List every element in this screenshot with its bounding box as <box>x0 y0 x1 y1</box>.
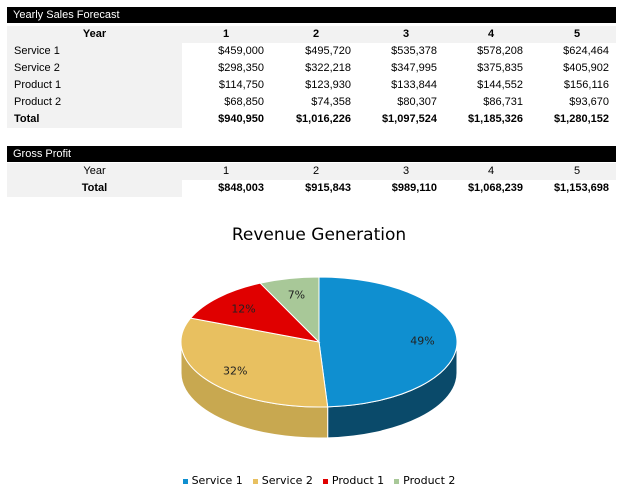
legend-item: Service 1 <box>182 474 243 487</box>
value-cell: $624,464 <box>563 45 609 57</box>
value-cell: $93,670 <box>569 96 609 108</box>
year-header: 2 <box>312 28 320 40</box>
value-cell: $86,731 <box>483 96 523 108</box>
value-cell: $578,208 <box>477 45 523 57</box>
value-cell: $459,000 <box>218 45 264 57</box>
year-header: 5 <box>573 28 581 40</box>
table-row: Service 1 $459,000 $495,720 $535,378 $578,20… <box>7 43 616 60</box>
legend-label: Service 1 <box>191 474 243 487</box>
gross-profit-header: Gross Profit <box>7 146 616 162</box>
legend-marker <box>322 478 328 484</box>
row-label: Product 2 <box>7 94 182 111</box>
year-header: 3 <box>402 165 410 177</box>
value-cell: $495,720 <box>305 45 351 57</box>
total-row: Total $940,950 $1,016,226 $1,097,524 $1,185,… <box>7 111 616 128</box>
row-label: Product 1 <box>7 77 182 94</box>
gross-year-row: Year 1 2 3 4 5 <box>7 163 616 180</box>
value-cell: $144,552 <box>477 79 523 91</box>
row-label: Total <box>7 180 182 197</box>
data-label: 49% <box>410 334 434 347</box>
year-header-row: Year 1 2 3 4 5 <box>7 26 616 43</box>
year-header: 1 <box>222 28 230 40</box>
sales-forecast-header: Yearly Sales Forecast <box>7 7 616 23</box>
year-header: 4 <box>487 165 495 177</box>
gross-total-row: Total $848,003 $915,843 $989,110 $1,068,239 $… <box>7 180 616 197</box>
value-cell: $915,843 <box>305 182 351 194</box>
value-cell: $1,280,152 <box>553 113 609 125</box>
value-cell: $322,218 <box>305 62 351 74</box>
value-cell: $133,844 <box>391 79 437 91</box>
data-label: 7% <box>288 288 305 301</box>
year-header: 3 <box>402 28 410 40</box>
table-row: Product 1 $114,750 $123,930 $133,844 $144,55… <box>7 77 616 94</box>
row-label: Service 2 <box>7 60 182 77</box>
year-header: 2 <box>312 165 320 177</box>
table-row: Product 2 $68,850 $74,358 $80,307 $86,731 $93… <box>7 94 616 111</box>
value-cell: $1,068,239 <box>467 182 523 194</box>
legend-label: Product 2 <box>403 474 456 487</box>
value-cell: $347,995 <box>391 62 437 74</box>
value-cell: $940,950 <box>218 113 264 125</box>
value-cell: $1,097,524 <box>381 113 437 125</box>
legend-marker <box>252 478 258 484</box>
legend-marker <box>394 478 400 484</box>
legend-label: Product 1 <box>331 474 385 487</box>
value-cell: $405,902 <box>563 62 609 74</box>
data-label: 12% <box>231 303 255 316</box>
pie-slice-service-1 <box>318 276 458 408</box>
value-cell: $1,153,698 <box>553 182 609 194</box>
pie-slice-product-1 <box>189 282 321 343</box>
chart-legend: Service 1 Service 2 Product 1 Product 2 <box>0 474 624 487</box>
value-cell: $123,930 <box>305 79 351 91</box>
value-cell: $156,116 <box>563 79 609 91</box>
value-cell: $1,016,226 <box>295 113 351 125</box>
value-cell: $535,378 <box>391 45 437 57</box>
value-cell: $80,307 <box>397 96 437 108</box>
value-cell: $68,850 <box>224 96 264 108</box>
chart-title: Revenue Generation <box>231 225 407 245</box>
row-label: Year <box>7 163 182 180</box>
year-header: 1 <box>222 165 230 177</box>
value-cell: $298,350 <box>218 62 264 74</box>
year-header: 5 <box>573 165 581 177</box>
row-label: Service 1 <box>7 43 182 60</box>
legend-item: Service 2 <box>252 474 313 487</box>
value-cell: $848,003 <box>218 182 264 194</box>
pie-slice-product-2 <box>259 276 320 344</box>
year-header: 4 <box>487 28 495 40</box>
table-row: Service 2 $298,350 $322,218 $347,995 $375,83… <box>7 60 616 77</box>
legend-label: Service 2 <box>261 474 313 487</box>
pie-slice-service-2 <box>180 317 329 408</box>
data-label: 32% <box>223 365 247 378</box>
value-cell: $114,750 <box>218 79 264 91</box>
row-label: Year <box>7 26 182 43</box>
value-cell: $74,358 <box>311 96 351 108</box>
legend-item: Product 2 <box>394 474 455 487</box>
legend-marker <box>182 478 188 484</box>
value-cell: $1,185,326 <box>467 113 523 125</box>
row-label: Total <box>7 111 182 128</box>
legend-item: Product 1 <box>322 474 385 487</box>
value-cell: $375,835 <box>477 62 523 74</box>
value-cell: $989,110 <box>391 182 437 194</box>
